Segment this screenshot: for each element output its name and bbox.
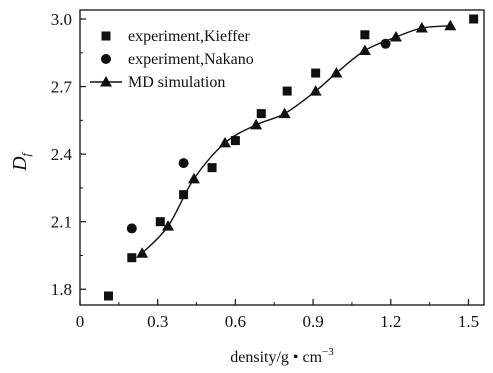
legend: experiment,Kieffer experiment,Nakano MD si…: [90, 28, 254, 91]
legend-marker: [100, 76, 112, 87]
data-point: [127, 253, 137, 263]
data-point: [155, 217, 165, 227]
x-tick-label: 1.5: [458, 312, 479, 331]
x-tick-label: 0.9: [302, 312, 323, 331]
data-point: [469, 14, 479, 24]
y-tick-label: 3.0: [51, 10, 72, 29]
x-tick-label: 0.3: [147, 312, 168, 331]
data-point: [219, 136, 232, 148]
data-point: [358, 44, 371, 56]
data-point: [230, 136, 240, 146]
data-point: [103, 291, 113, 301]
legend-marker: [101, 31, 111, 41]
x-tick-label: 0: [76, 312, 85, 331]
data-point: [250, 118, 263, 130]
data-point: [330, 67, 343, 78]
data-point: [309, 85, 322, 96]
y-axis-label: Df: [9, 151, 33, 171]
data-point: [207, 163, 217, 173]
data-point: [187, 172, 200, 184]
data-point: [360, 30, 370, 40]
data-point: [278, 107, 291, 119]
data-point: [126, 223, 137, 234]
data-point: [311, 68, 321, 78]
data-point: [136, 247, 149, 258]
legend-item: experiment,Kieffer: [101, 28, 251, 45]
series-triangle: [136, 19, 457, 258]
legend-label: experiment,Nakano: [128, 51, 254, 68]
data-point: [444, 19, 457, 31]
data-point: [415, 22, 428, 33]
y-axis-ticks: 1.8 2.1 2.4 2.7 3.0: [51, 10, 86, 299]
legend-label: MD simulation: [128, 74, 225, 91]
y-tick-label: 1.8: [51, 280, 72, 299]
data-point: [256, 109, 266, 119]
y-tick-label: 2.7: [51, 78, 73, 97]
data-point: [178, 158, 189, 169]
x-axis-label: density/g • cm−3: [230, 346, 334, 366]
x-axis-ticks: 0 0.3 0.6 0.9 1.2 1.5: [76, 299, 479, 331]
series-layer: [103, 14, 479, 301]
legend-item: experiment,Nakano: [101, 51, 254, 68]
x-tick-label: 0.6: [225, 312, 246, 331]
plot-frame: [79, 9, 485, 306]
legend-item: MD simulation: [90, 74, 225, 91]
y-tick-label: 2.4: [51, 145, 73, 164]
data-point: [389, 31, 402, 42]
series-square: [103, 14, 479, 301]
legend-label: experiment,Kieffer: [128, 28, 251, 45]
data-point: [282, 86, 292, 96]
legend-marker: [101, 54, 111, 64]
x-tick-label: 1.2: [380, 312, 401, 331]
data-point: [179, 190, 189, 200]
y-tick-label: 2.1: [51, 213, 72, 232]
data-point: [162, 220, 175, 231]
svg-text:Df: Df: [9, 151, 33, 171]
